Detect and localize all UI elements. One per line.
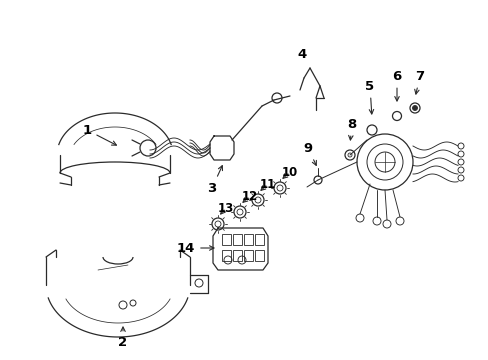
Circle shape xyxy=(412,105,417,111)
Text: 13: 13 xyxy=(218,202,234,215)
Text: 2: 2 xyxy=(118,327,127,350)
Text: 1: 1 xyxy=(82,123,116,145)
Text: 11: 11 xyxy=(259,177,276,190)
Text: 7: 7 xyxy=(414,69,424,94)
Text: 10: 10 xyxy=(281,166,298,179)
Text: 4: 4 xyxy=(297,48,306,60)
Text: 14: 14 xyxy=(177,242,214,255)
Text: 12: 12 xyxy=(242,189,258,202)
Text: 3: 3 xyxy=(207,166,222,194)
Text: 8: 8 xyxy=(346,117,356,140)
Text: 6: 6 xyxy=(391,69,401,101)
Text: 5: 5 xyxy=(365,80,374,114)
Text: 9: 9 xyxy=(303,141,316,165)
